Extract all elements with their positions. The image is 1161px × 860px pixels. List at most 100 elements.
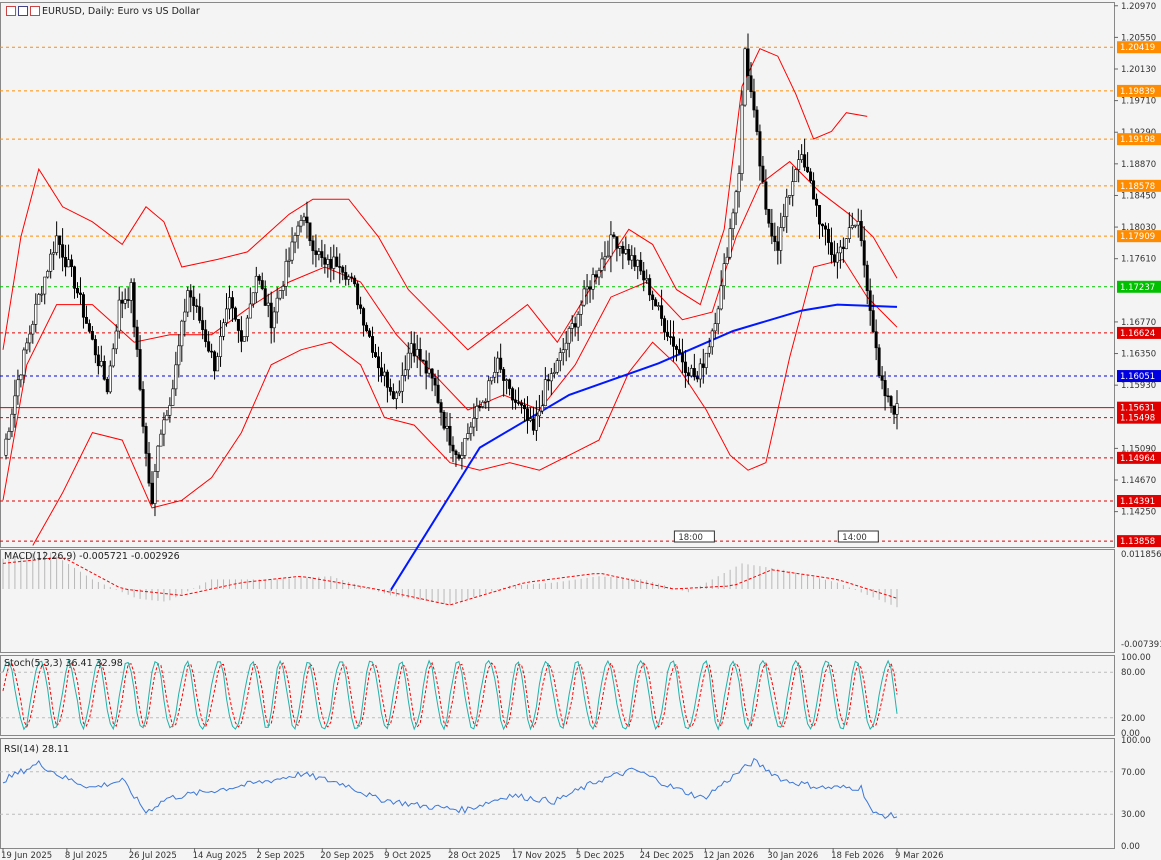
candle-body: [654, 299, 658, 307]
candle-body: [844, 238, 848, 250]
candle-body: [710, 330, 714, 348]
level-tag: [1117, 411, 1161, 424]
candle-body: [642, 270, 646, 281]
level-tag: [1117, 370, 1161, 383]
candle-body: [296, 225, 300, 236]
level-label: 1.19839: [1120, 87, 1155, 97]
candle-body: [120, 299, 124, 304]
candle-body: [531, 418, 535, 431]
candle-body: [22, 349, 26, 376]
candle-body: [353, 277, 357, 285]
candle-body: [716, 308, 720, 324]
candle-body: [37, 294, 41, 305]
candle-body: [156, 445, 160, 472]
level-label: 1.20419: [1120, 43, 1155, 53]
candle-body: [797, 159, 801, 170]
candle-body: [838, 246, 842, 254]
candle-body: [564, 342, 568, 351]
candle-body: [868, 290, 872, 311]
candle-body: [198, 306, 202, 321]
line-chart-icon[interactable]: [30, 6, 40, 16]
candle-body: [308, 222, 312, 242]
candle-body: [496, 357, 500, 373]
candle-body: [52, 252, 56, 255]
candle-body: [508, 379, 512, 389]
level-label: 1.16051: [1120, 372, 1155, 382]
candle-body: [701, 363, 705, 368]
candle-body: [612, 234, 616, 237]
candle-body: [96, 354, 100, 367]
candle-body: [803, 154, 807, 168]
candle-body: [490, 376, 494, 382]
date-axis-label: 12 Jan 2026: [703, 851, 754, 860]
candle-body: [764, 181, 768, 210]
candle-body: [618, 245, 622, 249]
candle-body: [698, 363, 702, 380]
candle-body: [707, 346, 711, 354]
candle-body: [391, 391, 395, 399]
candle-body: [460, 455, 464, 459]
candle-body: [511, 388, 515, 401]
candle-body: [683, 361, 687, 373]
candle-body: [847, 227, 851, 239]
candle-body: [43, 276, 47, 295]
candle-body: [505, 379, 509, 381]
stoch-axis-label: 100.00: [1121, 653, 1151, 663]
candle-body: [64, 256, 68, 268]
candle-body: [70, 259, 74, 268]
candle-body: [213, 351, 217, 372]
candle-body: [487, 380, 491, 402]
candle-body: [645, 278, 649, 281]
candle-body: [728, 228, 732, 258]
candle-body: [433, 377, 437, 386]
price-axis-label: 1.14250: [1121, 508, 1156, 518]
candle-body: [195, 305, 199, 307]
candle-body: [624, 249, 628, 254]
candle-body: [171, 388, 175, 406]
candle-body: [436, 384, 440, 403]
candle-body: [329, 259, 333, 269]
candle-body: [16, 379, 20, 397]
candle-body: [520, 402, 524, 406]
date-axis-label: 5 Dec 2025: [576, 851, 625, 860]
candle-body: [779, 227, 783, 251]
price-axis-label: 1.18030: [1121, 223, 1156, 233]
candle-body: [382, 371, 386, 377]
candle-body: [648, 278, 652, 296]
candle-body: [350, 276, 354, 279]
candle-body: [230, 297, 234, 309]
candle-body: [28, 333, 32, 344]
candle-body: [439, 402, 443, 413]
candle-body: [585, 286, 589, 290]
candle-body: [886, 395, 890, 398]
level-label: 1.14391: [1120, 497, 1155, 507]
toolbar: [6, 6, 40, 16]
candle-body: [210, 350, 214, 353]
candle-body: [660, 305, 664, 319]
candle-body: [549, 373, 553, 382]
candle-body: [862, 240, 866, 266]
level-tag: [1117, 495, 1161, 508]
stoch-main-line: [2, 659, 898, 731]
candle-body: [561, 349, 565, 353]
candle-body: [606, 255, 610, 258]
bar-chart-icon[interactable]: [6, 6, 16, 16]
stoch-axis-label: 80.00: [1121, 668, 1145, 678]
candle-body: [338, 266, 342, 268]
candlestick-icon[interactable]: [18, 6, 28, 16]
pane-border: [0, 549, 1115, 653]
candle-body: [481, 401, 485, 407]
candle-body: [484, 400, 488, 403]
candle-body: [93, 339, 97, 356]
candle-body: [525, 408, 529, 421]
candle-body: [582, 288, 586, 306]
candle-body: [573, 323, 577, 328]
rsi-axis-label: 30.00: [1121, 810, 1145, 820]
candle-body: [415, 348, 419, 357]
rsi-line: [2, 757, 898, 819]
candle-body: [272, 311, 276, 329]
candle-body: [499, 357, 503, 370]
candle-body: [7, 431, 11, 440]
candle-body: [457, 454, 461, 459]
candle-body: [371, 336, 375, 353]
